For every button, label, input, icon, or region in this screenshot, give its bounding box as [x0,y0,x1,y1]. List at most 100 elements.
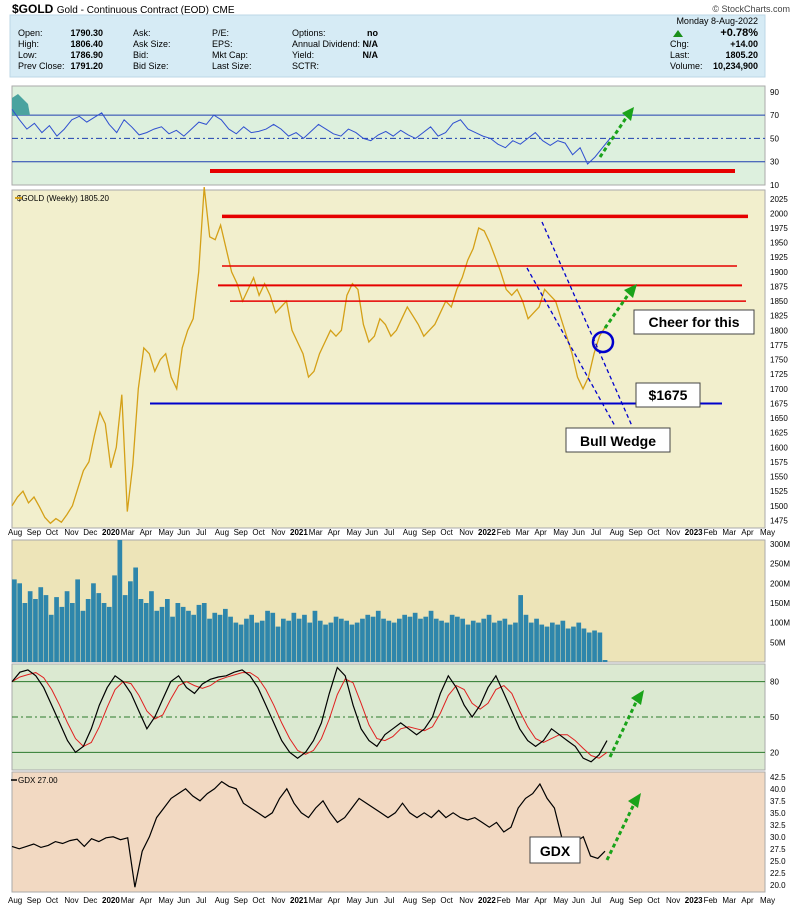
volume-bar [207,618,212,662]
brand-label: © StockCharts.com [712,4,790,14]
volume-bar [17,583,22,662]
x-axis-label: Apr [328,528,341,537]
volume-bar [502,618,508,662]
volume-bar [154,610,160,662]
volume-bar [486,614,492,662]
stat-value: +14.00 [730,39,758,49]
price-tick-label: 1550 [770,473,788,482]
instrument-name: Gold - Continuous Contract (EOD) [56,5,209,16]
volume-bar [397,618,402,662]
volume-bar [70,603,75,662]
x-axis-label: 2022 [478,896,496,905]
x-axis-label: Oct [647,528,660,537]
price-tick-label: 2025 [770,195,788,204]
volume-bar [75,579,80,662]
volume-bar [455,616,460,662]
x-axis-label: May [760,528,775,537]
volume-bar [386,620,392,662]
volume-bar [460,618,465,662]
x-axis-label: 2021 [290,528,308,537]
volume-bar [581,628,587,662]
stat-label: Last: [670,50,690,60]
volume-bar [143,603,149,662]
rsi-tick-label: 50 [770,134,779,143]
gdx-tick-label: 42.5 [770,773,786,782]
volume-bar [523,614,529,662]
quote-value: 1791.20 [70,61,103,71]
volume-bar [291,612,297,662]
x-axis-label: Oct [647,896,660,905]
volume-bar [91,583,96,662]
volume-bar [428,610,434,662]
quote-label: Last Size: [212,61,252,71]
x-axis-label: Mar [722,896,736,905]
annotation-label: $1675 [649,387,688,403]
x-axis-label: Jun [177,528,190,537]
x-axis-label: May [346,528,361,537]
volume-bar [106,606,112,662]
price-tick-label: 1650 [770,414,788,423]
volume-bar [122,595,128,662]
volume-bar [270,612,276,662]
volume-bar [281,618,286,662]
gdx-tick-label: 25.0 [770,857,786,866]
panel-price [11,189,766,529]
price-tick-label: 1750 [770,356,788,365]
rsi-line [11,109,611,165]
volume-bar [565,628,571,662]
volume-bar [365,614,371,662]
gdx-tick-label: 40.0 [770,785,786,794]
x-axis-label: Mar [722,528,736,537]
x-axis-label: Apr [741,528,754,537]
x-axis-label: Aug [8,528,22,537]
volume-bar [186,610,191,662]
stoch-arrow-head-icon [631,690,644,705]
rsi-tick-label: 70 [770,111,779,120]
x-axis-label: Oct [252,896,265,905]
quote-date: Monday 8-Aug-2022 [676,16,758,26]
x-axis-label: Aug [215,896,229,905]
gdx-tick-label: 35.0 [770,809,786,818]
volume-bar [80,610,86,662]
volume-bar [133,567,138,662]
volume-bar [191,614,196,662]
x-axis-label: Apr [328,896,341,905]
volume-bar [418,618,423,662]
volume-bar [43,595,49,662]
volume-bar [64,591,70,662]
quote-label: Open: [18,28,43,38]
price-tick-label: 1675 [770,399,788,408]
volume-bar [180,606,186,662]
volume-bar [391,622,397,662]
stoch-tick-label: 20 [770,748,779,757]
volume-bar [296,618,302,662]
volume-bar [433,618,439,662]
quote-value: no [367,28,378,38]
x-axis-label: Sep [234,528,249,537]
symbol: $GOLD [12,2,54,16]
gdx-legend: GDX 27.00 [18,776,58,785]
volume-bar [597,632,603,662]
x-axis-label: Apr [140,896,153,905]
volume-bar [333,616,339,662]
gdx-arrow-head-icon [628,793,641,808]
volume-tick-label: 100M [770,619,790,628]
gdx-line [11,780,606,888]
x-axis-label: Sep [628,528,643,537]
quote-label: EPS: [212,39,233,49]
volume-bar [407,616,413,662]
x-axis-label: Dec [83,528,97,537]
x-axis-label: Feb [704,528,718,537]
rsi-tick-label: 10 [770,181,779,190]
volume-bar [555,624,560,662]
volume-bar [328,622,334,662]
price-arrow-head-icon [624,284,637,298]
x-axis-label: Sep [27,528,42,537]
volume-bar [360,618,365,662]
x-axis-label: Dec [83,896,97,905]
stat-label: Chg: [670,39,689,49]
price-legend: $GOLD (Weekly) 1805.20 [17,194,109,203]
x-axis-label: Oct [440,528,453,537]
volume-bar [550,622,555,662]
x-axis-label: May [553,896,568,905]
